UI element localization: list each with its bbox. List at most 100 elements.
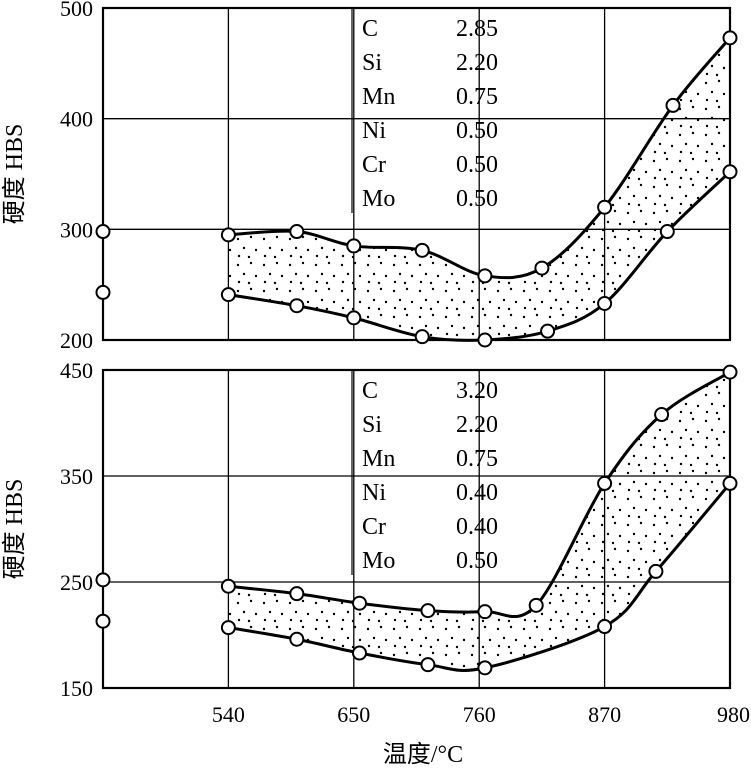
composition-element: Ni — [362, 118, 386, 144]
upper-data-point — [420, 603, 436, 619]
y-tick-label: 350 — [60, 464, 93, 489]
y-tick-label: 450 — [60, 358, 93, 383]
y-axis-label: 硬度 HBS — [1, 479, 28, 580]
composition-row: Mo 0.50 — [362, 186, 498, 212]
lower-data-point — [352, 645, 367, 661]
x-tick-label: 980 — [717, 702, 750, 727]
y-tick-label: 250 — [60, 570, 93, 595]
composition-value: 2.85 — [456, 16, 498, 42]
lower-data-point — [220, 620, 236, 636]
composition-value: 2.20 — [456, 50, 498, 76]
composition-row: Cr 0.40 — [362, 514, 498, 540]
upper-data-point — [665, 97, 681, 113]
lower-data-point — [477, 332, 493, 348]
initial-data-point — [95, 284, 111, 300]
y-tick-label: 300 — [60, 217, 93, 242]
composition-value: 3.20 — [456, 378, 498, 404]
x-axis-label: 温度/°C — [383, 741, 463, 768]
x-tick-label: 650 — [337, 702, 370, 727]
lower-data-point — [289, 298, 305, 314]
composition-element: Si — [362, 412, 382, 438]
lower-data-point — [659, 224, 675, 240]
composition-element: Ni — [362, 480, 386, 506]
composition-element: C — [362, 378, 378, 404]
upper-data-point — [597, 475, 613, 491]
initial-data-point — [95, 224, 111, 240]
lower-data-point — [597, 619, 613, 635]
composition-row: Mo 0.50 — [362, 548, 498, 574]
composition-row: Ni 0.40 — [362, 480, 498, 506]
upper-data-point — [477, 268, 493, 284]
composition-row: Ni 0.50 — [362, 118, 498, 144]
lower-data-point — [540, 323, 556, 339]
upper-data-point — [722, 30, 738, 46]
composition-value: 0.75 — [456, 84, 498, 110]
hardness-band-fill — [228, 372, 730, 671]
composition-value: 0.40 — [456, 514, 498, 540]
upper-data-point — [477, 604, 493, 620]
composition-value: 2.20 — [456, 412, 498, 438]
x-tick-label: 760 — [463, 702, 496, 727]
y-tick-label: 400 — [60, 107, 93, 132]
lower-data-point — [597, 295, 613, 311]
composition-row: Mn 0.75 — [362, 446, 498, 472]
composition-value: 0.75 — [456, 446, 498, 472]
upper-data-point — [414, 242, 430, 258]
composition-value: 0.50 — [456, 548, 498, 574]
x-tick-label: 870 — [588, 702, 621, 727]
upper-bound-line — [228, 36, 732, 280]
composition-value: 0.50 — [456, 152, 498, 178]
initial-data-point — [95, 572, 111, 588]
composition-row: Si 2.20 — [362, 412, 498, 438]
composition-row: Cr 0.50 — [362, 152, 498, 178]
composition-element: Si — [362, 50, 382, 76]
composition-element: C — [362, 16, 378, 42]
composition-row: Mn 0.75 — [362, 84, 498, 110]
composition-row: C 3.20 — [362, 378, 498, 404]
composition-element: Cr — [362, 152, 386, 178]
lower-data-point — [414, 329, 430, 345]
upper-data-point — [220, 227, 236, 243]
composition-element: Mn — [362, 84, 395, 110]
composition-element: Mn — [362, 446, 395, 472]
lower-data-point — [648, 563, 664, 579]
upper-data-point — [289, 586, 305, 602]
upper-data-point — [346, 238, 362, 254]
x-tick-label: 540 — [212, 702, 245, 727]
upper-data-point — [289, 224, 305, 240]
y-tick-label: 200 — [60, 328, 93, 353]
lower-data-point — [420, 657, 436, 673]
composition-value: 0.50 — [456, 118, 498, 144]
upper-data-point — [722, 364, 738, 380]
composition-element: Mo — [362, 548, 395, 574]
y-tick-label: 150 — [60, 676, 93, 701]
initial-data-point — [95, 613, 111, 629]
lower-data-point — [722, 475, 738, 491]
chart-panel-bottom: C 3.20 Si 2.20 Mn 0.75 Ni 0.40 Cr 0.40 Mo 0.50 450 35… — [1, 358, 750, 768]
upper-data-point — [352, 595, 367, 611]
hardness-band-fill — [228, 37, 730, 341]
lower-data-point — [346, 310, 362, 326]
chart-panel-top: C 2.85 Si 2.20 Mn 0.75 Ni 0.50 Cr 0.50 Mo 0.50 500 40… — [1, 0, 738, 353]
y-axis-label: 硬度 HBS — [1, 124, 28, 225]
composition-row: C 2.85 — [362, 16, 498, 42]
y-tick-label: 500 — [60, 0, 93, 21]
lower-data-point — [722, 164, 738, 180]
upper-data-point — [534, 260, 550, 276]
plot-frame — [101, 368, 732, 690]
upper-data-point — [220, 578, 236, 594]
composition-element: Cr — [362, 514, 386, 540]
upper-data-point — [528, 597, 544, 613]
upper-data-point — [597, 199, 613, 215]
lower-data-point — [289, 631, 305, 647]
lower-data-point — [477, 660, 493, 676]
upper-bound-line — [228, 370, 731, 618]
composition-row: Si 2.20 — [362, 50, 498, 76]
lower-data-point — [220, 287, 236, 303]
composition-value: 0.40 — [456, 480, 498, 506]
upper-data-point — [654, 407, 670, 423]
composition-element: Mo — [362, 186, 395, 212]
composition-value: 0.50 — [456, 186, 498, 212]
